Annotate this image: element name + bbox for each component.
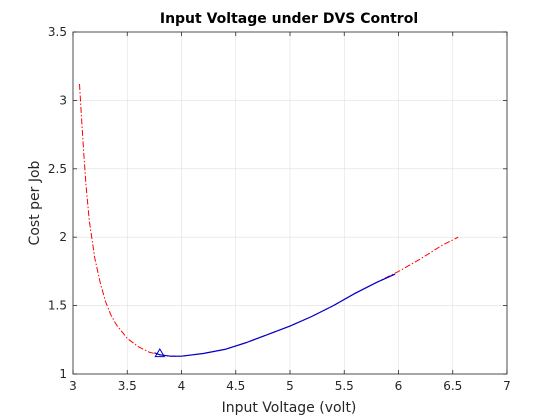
triangle-marker: [154, 347, 166, 358]
ticks: [72, 31, 508, 375]
x-tick-label: 3.5: [118, 379, 137, 393]
tick-labels: 3 3.5 4 4.5 5 5.5 6 6.5 7 1 1.5 2 2.5 3 3.5: [48, 25, 511, 393]
x-axis-label: Input Voltage (volt): [222, 400, 357, 416]
series-layer: [79, 83, 459, 357]
grid: [72, 31, 508, 375]
x-tick-label: 4: [178, 379, 186, 393]
y-tick-label: 2.5: [48, 162, 67, 176]
x-tick-label: 5.5: [335, 379, 354, 393]
x-tick-label: 3: [69, 379, 77, 393]
y-tick-label: 1.5: [48, 299, 67, 313]
chart-title: Input Voltage under DVS Control: [160, 11, 418, 27]
x-tick-label: 7: [503, 379, 511, 393]
y-tick-label: 1: [59, 367, 67, 381]
x-tick-label: 6.5: [443, 379, 462, 393]
y-tick-label: 3.5: [48, 25, 67, 39]
x-tick-label: 5: [286, 379, 294, 393]
marker-layer: [154, 347, 166, 358]
series-line-2: [154, 273, 396, 357]
x-tick-label: 4.5: [226, 379, 245, 393]
y-tick-label: 3: [59, 93, 67, 107]
y-axis-label: Cost per Job: [27, 160, 43, 245]
y-tick-label: 2: [59, 230, 67, 244]
x-tick-label: 6: [395, 379, 403, 393]
